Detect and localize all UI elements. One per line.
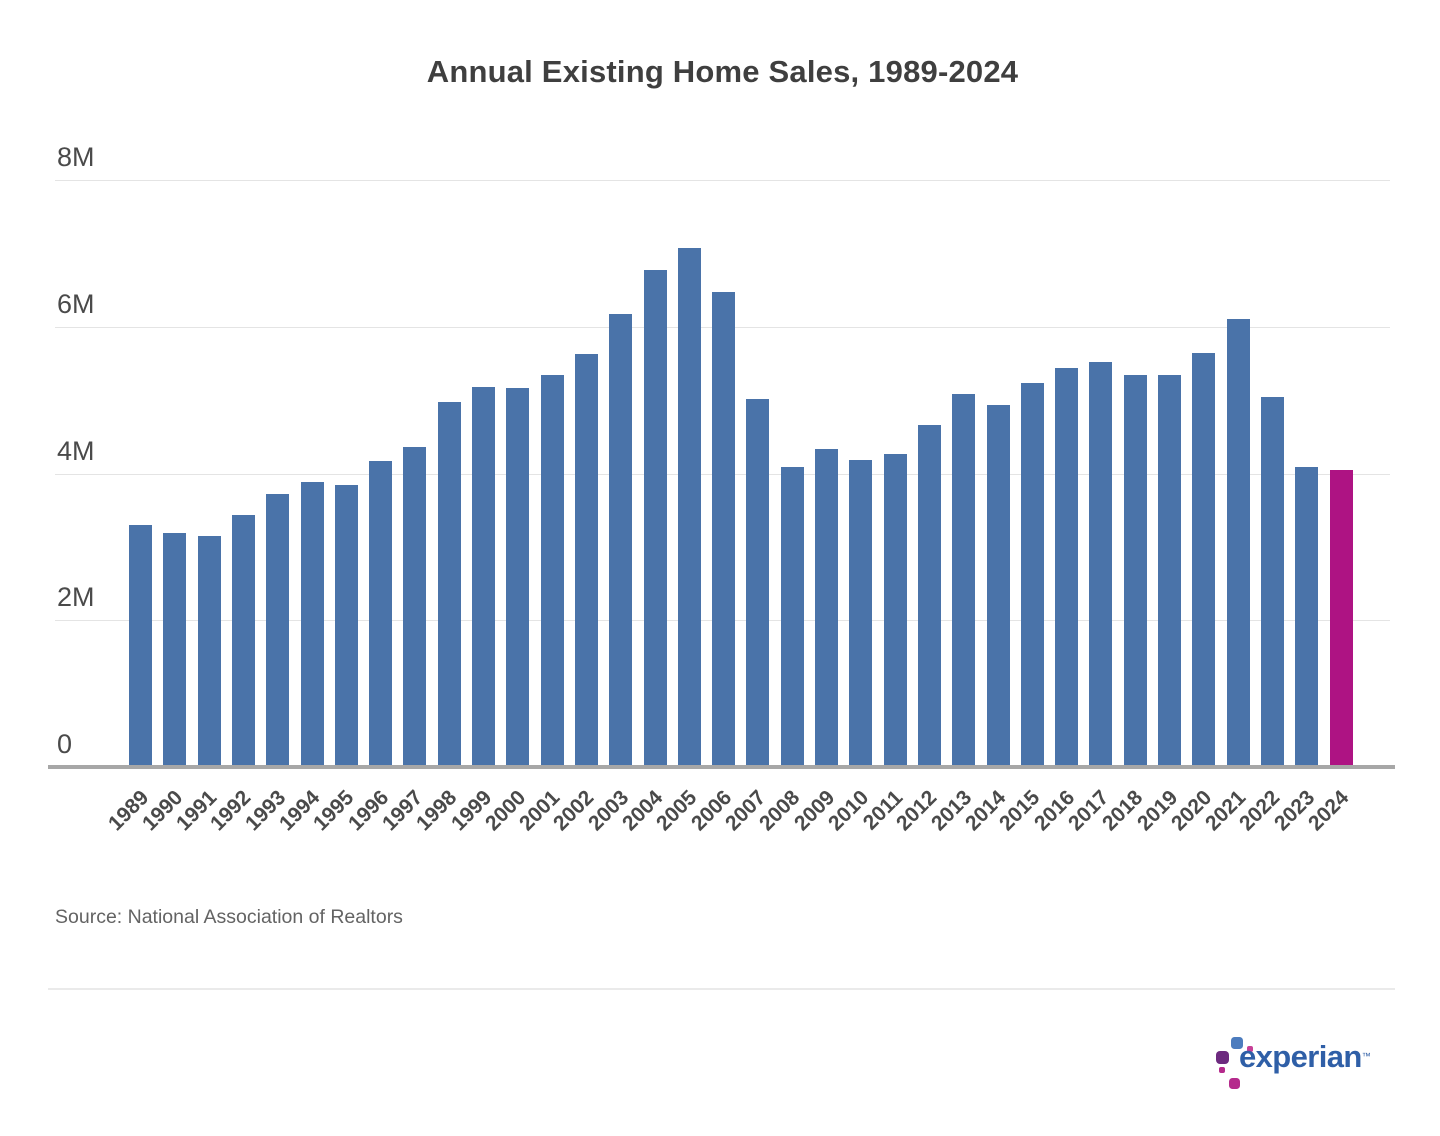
logo-purple-square-icon <box>1216 1051 1229 1064</box>
y-axis-tick-label-4M: 4M <box>57 435 95 466</box>
bar-1993 <box>266 494 290 767</box>
bar-1995 <box>334 485 358 767</box>
bar-2016 <box>1055 367 1079 767</box>
bar-2010 <box>849 459 873 767</box>
bar-2021 <box>1226 318 1250 767</box>
bar-2020 <box>1192 353 1216 767</box>
bar-2014 <box>986 404 1010 767</box>
y-axis-tick-label-2M: 2M <box>57 582 95 613</box>
gridline-8M <box>55 180 1390 181</box>
bar-2011 <box>883 454 907 767</box>
y-axis-tick-label-8M: 8M <box>57 142 95 172</box>
bar-1991 <box>197 535 221 767</box>
bar-2005 <box>677 247 701 767</box>
bar-2004 <box>643 269 667 767</box>
bar-1994 <box>300 482 324 767</box>
bar-2008 <box>780 466 804 767</box>
bar-1989 <box>129 524 152 767</box>
bar-2024 <box>1329 469 1353 767</box>
bar-2013 <box>952 394 976 767</box>
chart-title: Annual Existing Home Sales, 1989-2024 <box>426 54 1019 89</box>
logo-magenta-square-icon <box>1229 1078 1240 1089</box>
bar-2023 <box>1295 466 1319 767</box>
bar-2006 <box>712 291 736 767</box>
logo-wordmark: experian™ <box>1239 1039 1371 1074</box>
bar-1990 <box>163 532 187 767</box>
bar-2001 <box>540 375 564 767</box>
bar-1997 <box>403 447 427 767</box>
bar-2003 <box>609 313 633 767</box>
trademark-symbol: ™ <box>1361 1051 1371 1061</box>
bar-2017 <box>1089 361 1113 767</box>
y-axis-tick-label-0: 0 <box>57 729 73 759</box>
x-axis-line <box>48 765 1395 769</box>
bar-2000 <box>506 387 530 767</box>
bar-1996 <box>369 461 393 767</box>
bar-1992 <box>231 515 255 767</box>
bar-2018 <box>1123 375 1147 767</box>
bar-2012 <box>917 425 941 767</box>
bar-1998 <box>437 402 461 767</box>
experian-logo: experian™ <box>1205 1025 1390 1100</box>
bar-2007 <box>746 398 770 767</box>
bar-1999 <box>472 386 495 767</box>
logo-pink-square-icon <box>1246 1045 1253 1052</box>
bar-2002 <box>574 353 598 767</box>
logo-magenta-dot-icon <box>1219 1066 1225 1073</box>
bar-2022 <box>1260 397 1284 767</box>
plot-area: 8M 6M 4M 2M 0 1989 1990 1991 1992 1993 1994 1995 199… <box>0 143 1440 835</box>
bar-2019 <box>1158 375 1181 767</box>
source-note: Source: National Association of Realtors <box>55 906 403 928</box>
y-axis-tick-label-6M: 6M <box>57 288 95 319</box>
bar-2015 <box>1020 382 1044 767</box>
bar-2009 <box>815 448 838 767</box>
logo-blue-square-icon <box>1231 1037 1243 1049</box>
footer-divider <box>48 988 1395 990</box>
